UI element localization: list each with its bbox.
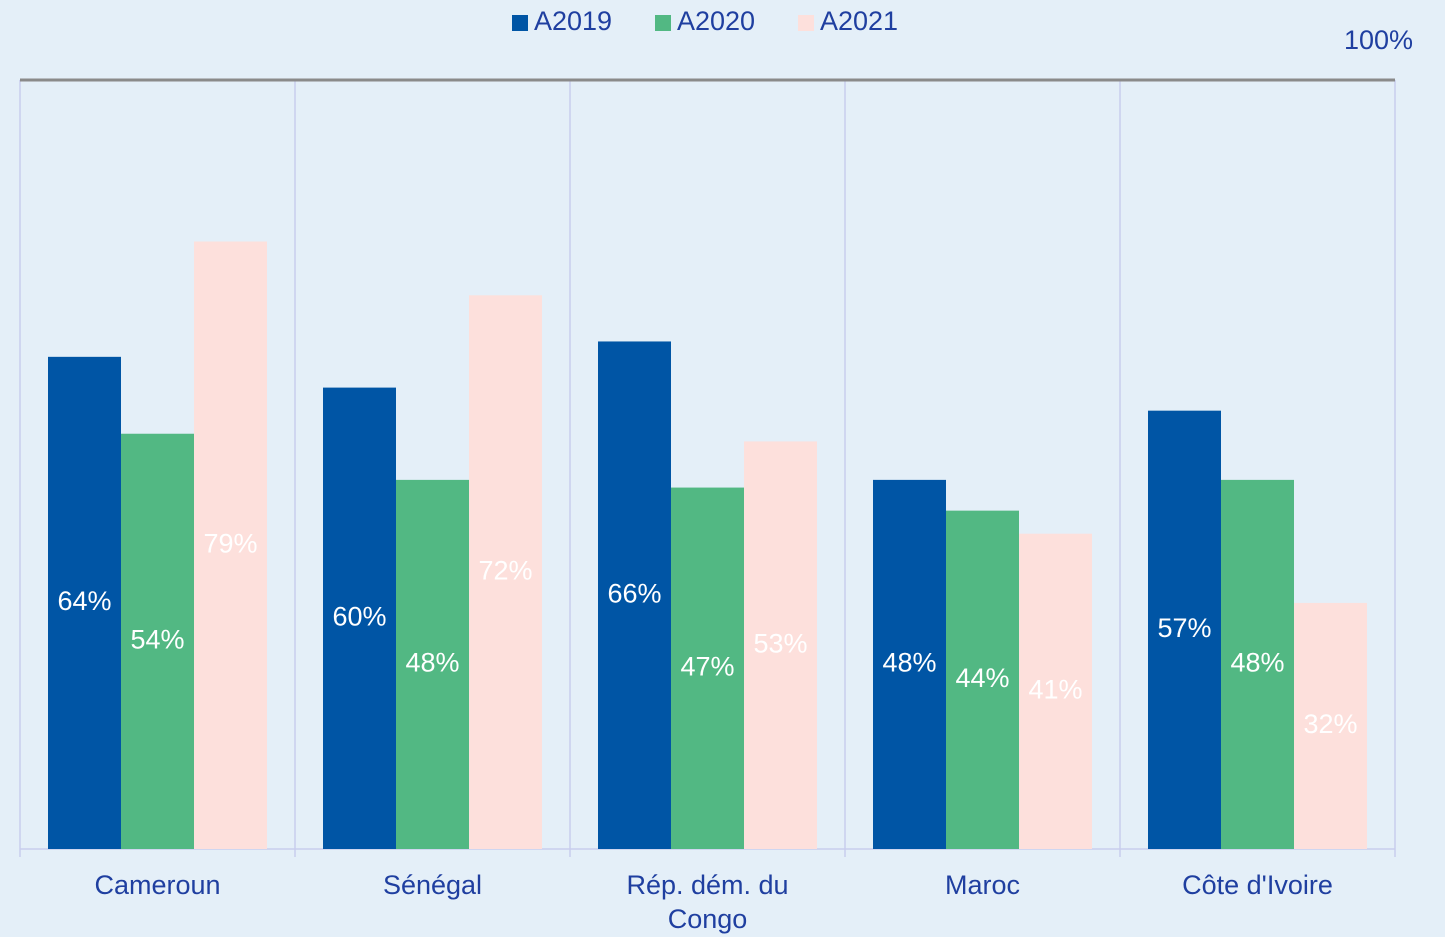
data-label: 53% [753, 628, 807, 658]
data-label: 57% [1157, 613, 1211, 643]
data-label: 64% [57, 586, 111, 616]
data-label: 44% [955, 663, 1009, 693]
bar [1019, 533, 1092, 849]
x-tick-label: Côte d'Ivoire [1182, 870, 1333, 900]
data-label: 66% [607, 578, 661, 608]
x-tick-label: Sénégal [383, 870, 482, 900]
bar [121, 433, 194, 849]
data-label: 48% [882, 648, 936, 678]
bar [671, 487, 744, 849]
legend-label: A2019 [534, 6, 612, 36]
x-tick-label: Rép. dém. du Congo [626, 870, 788, 934]
data-label: 79% [203, 528, 257, 558]
bar [48, 356, 121, 849]
data-label: 60% [332, 601, 386, 631]
legend-swatch [798, 15, 814, 31]
y-tick-label: 100% [1344, 25, 1413, 55]
data-label: 48% [1230, 648, 1284, 678]
bar [946, 510, 1019, 849]
bar [1148, 410, 1221, 849]
legend-swatch [512, 15, 528, 31]
legend-label: A2021 [820, 6, 898, 36]
bar [1221, 479, 1294, 849]
bar [873, 479, 946, 849]
legend-label: A2020 [677, 6, 755, 36]
bar [323, 387, 396, 849]
bar [1294, 602, 1367, 849]
legend-swatch [655, 15, 671, 31]
bar [598, 341, 671, 849]
data-label: 41% [1028, 674, 1082, 704]
data-label: 54% [130, 624, 184, 654]
data-label: 48% [405, 648, 459, 678]
bar [194, 241, 267, 850]
x-tick-label: Cameroun [94, 870, 220, 900]
x-tick-label: Maroc [945, 870, 1020, 900]
data-label: 32% [1303, 709, 1357, 739]
bar [469, 295, 542, 849]
data-label: 72% [478, 555, 532, 585]
bar [744, 441, 817, 849]
data-label: 47% [680, 651, 734, 681]
bar [396, 479, 469, 849]
